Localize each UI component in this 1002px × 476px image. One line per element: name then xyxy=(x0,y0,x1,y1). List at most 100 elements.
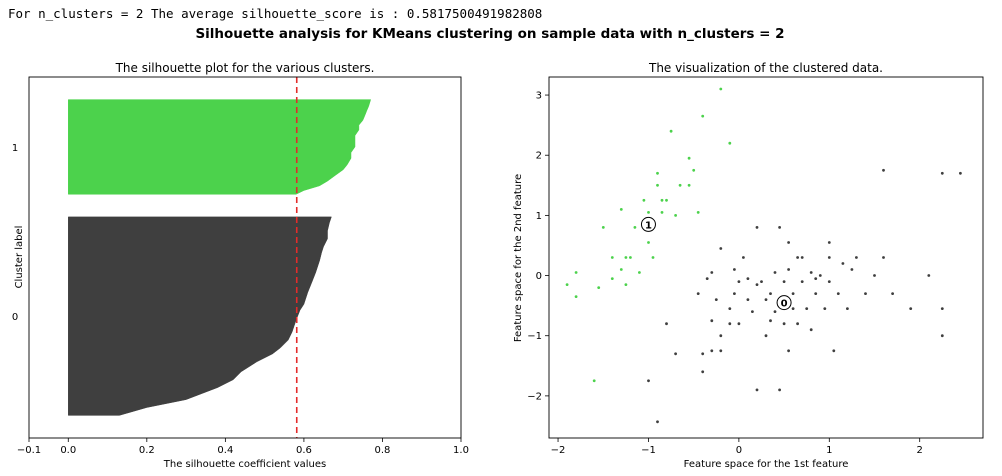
scatter-point-cluster-0 xyxy=(940,334,944,338)
scatter-point-cluster-0 xyxy=(764,334,768,338)
scatter-xtick-label: −2 xyxy=(551,445,566,456)
scatter-point-cluster-1 xyxy=(665,198,668,202)
scatter-point-cluster-0 xyxy=(674,352,677,356)
scatter-point-cluster-0 xyxy=(773,310,777,313)
scatter-ytick-label: 3 xyxy=(536,91,542,102)
scatter-point-cluster-0 xyxy=(755,283,759,286)
scatter-point-cluster-0 xyxy=(769,319,772,323)
scatter-point-cluster-1 xyxy=(624,283,628,286)
scatter-point-cluster-0 xyxy=(805,307,809,310)
scatter-point-cluster-1 xyxy=(642,198,646,202)
scatter-ytick-label: 2 xyxy=(536,151,542,162)
scatter-point-cluster-0 xyxy=(737,322,741,326)
scatter-ytick-label: −1 xyxy=(527,331,542,342)
scatter-point-cluster-0 xyxy=(746,277,750,280)
scatter-point-cluster-0 xyxy=(782,322,786,326)
scatter-point-cluster-0 xyxy=(846,307,849,310)
scatter-point-cluster-0 xyxy=(882,256,885,259)
scatter-xlabel: Feature space for the 1st feature xyxy=(684,459,849,470)
scatter-point-cluster-0 xyxy=(855,256,858,259)
scatter-point-cluster-0 xyxy=(710,319,714,323)
scatter-point-cluster-0 xyxy=(791,307,795,310)
scatter-point-cluster-0 xyxy=(787,349,790,353)
scatter-point-cluster-1 xyxy=(633,226,637,229)
scatter-point-cluster-0 xyxy=(764,298,768,301)
scatter-point-cluster-0 xyxy=(841,262,845,265)
scatter-point-cluster-0 xyxy=(728,307,732,310)
scatter-point-cluster-0 xyxy=(778,388,781,392)
scatter-point-cluster-1 xyxy=(701,114,705,118)
cluster-center-label-1: 1 xyxy=(645,220,652,231)
scatter-point-cluster-1 xyxy=(647,241,650,244)
scatter-point-cluster-1 xyxy=(601,226,605,229)
scatter-point-cluster-0 xyxy=(696,292,700,295)
scatter-point-cluster-0 xyxy=(800,256,804,259)
scatter-point-cluster-0 xyxy=(733,268,736,271)
scatter-x-ticks: −2 −1 0 1 2 xyxy=(551,438,923,456)
silhouette-xtick-label: 0.2 xyxy=(139,445,155,456)
scatter-point-cluster-1 xyxy=(610,277,614,280)
scatter-point-cluster-0 xyxy=(832,349,836,353)
scatter-point-cluster-1 xyxy=(692,168,696,172)
scatter-point-cluster-1 xyxy=(574,271,578,274)
silhouette-plot-title: The silhouette plot for the various clus… xyxy=(115,61,375,75)
scatter-point-cluster-0 xyxy=(769,292,772,295)
scatter-point-cluster-0 xyxy=(796,322,799,326)
scatter-point-cluster-1 xyxy=(678,183,682,187)
silhouette-xtick-label: −0.1 xyxy=(17,445,41,456)
silhouette-area-cluster-0 xyxy=(68,216,332,416)
scatter-point-cluster-1 xyxy=(674,214,677,217)
scatter-points xyxy=(565,87,962,424)
scatter-point-cluster-0 xyxy=(755,388,759,392)
cluster-label-1: 1 xyxy=(12,143,18,154)
scatter-point-cluster-0 xyxy=(714,298,718,301)
scatter-point-cluster-0 xyxy=(818,274,822,277)
scatter-point-cluster-0 xyxy=(787,268,790,271)
scatter-point-cluster-1 xyxy=(687,156,691,160)
scatter-point-cluster-0 xyxy=(737,280,741,283)
console-output-line: For n_clusters = 2 The average silhouett… xyxy=(8,6,543,21)
silhouette-xtick-label: 0.0 xyxy=(60,445,76,456)
scatter-point-cluster-0 xyxy=(665,322,668,326)
scatter-point-cluster-1 xyxy=(619,208,623,211)
scatter-point-cluster-0 xyxy=(710,271,714,274)
scatter-point-cluster-0 xyxy=(791,292,795,295)
scatter-plot-frame xyxy=(548,76,984,439)
cluster-centers: 01 xyxy=(640,216,792,311)
scatter-ytick-label: 0 xyxy=(536,271,542,282)
scatter-point-cluster-0 xyxy=(823,307,827,310)
scatter-point-cluster-1 xyxy=(651,256,655,259)
scatter-point-cluster-0 xyxy=(647,379,650,383)
scatter-point-cluster-0 xyxy=(809,271,813,274)
scatter-point-cluster-1 xyxy=(565,283,569,286)
scatter-point-cluster-0 xyxy=(719,247,723,250)
scatter-point-cluster-0 xyxy=(827,256,831,259)
scatter-point-cluster-1 xyxy=(660,211,664,214)
scatter-point-cluster-1 xyxy=(647,211,650,214)
scatter-point-cluster-1 xyxy=(687,183,691,187)
cluster-center-marker-1 xyxy=(640,216,656,232)
silhouette-xlabel: The silhouette coefficient values xyxy=(163,459,327,470)
scatter-point-cluster-0 xyxy=(814,277,818,280)
figure-suptitle: Silhouette analysis for KMeans clusterin… xyxy=(195,26,785,42)
scatter-ytick-label: 1 xyxy=(536,211,542,222)
silhouette-areas xyxy=(68,99,372,416)
scatter-point-cluster-0 xyxy=(701,370,705,374)
scatter-xtick-label: 0 xyxy=(736,445,742,456)
silhouette-plot-frame xyxy=(28,76,462,439)
scatter-xtick-label: −1 xyxy=(641,445,656,456)
scatter-point-cluster-1 xyxy=(656,171,659,175)
scatter-point-cluster-0 xyxy=(959,171,962,175)
scatter-point-cluster-0 xyxy=(746,298,750,301)
scatter-point-cluster-0 xyxy=(782,280,786,283)
scatter-point-cluster-0 xyxy=(773,271,777,274)
silhouette-y-ticks: 01 xyxy=(12,143,18,323)
scatter-plot-title: The visualization of the clustered data. xyxy=(648,61,883,75)
cluster-label-0: 0 xyxy=(12,312,18,323)
scatter-y-ticks: −2 −1 0 1 2 3 xyxy=(527,91,549,402)
silhouette-xtick-label: 0.4 xyxy=(217,445,233,456)
scatter-point-cluster-0 xyxy=(864,292,867,295)
scatter-point-cluster-0 xyxy=(827,280,831,283)
scatter-point-cluster-1 xyxy=(574,295,578,298)
